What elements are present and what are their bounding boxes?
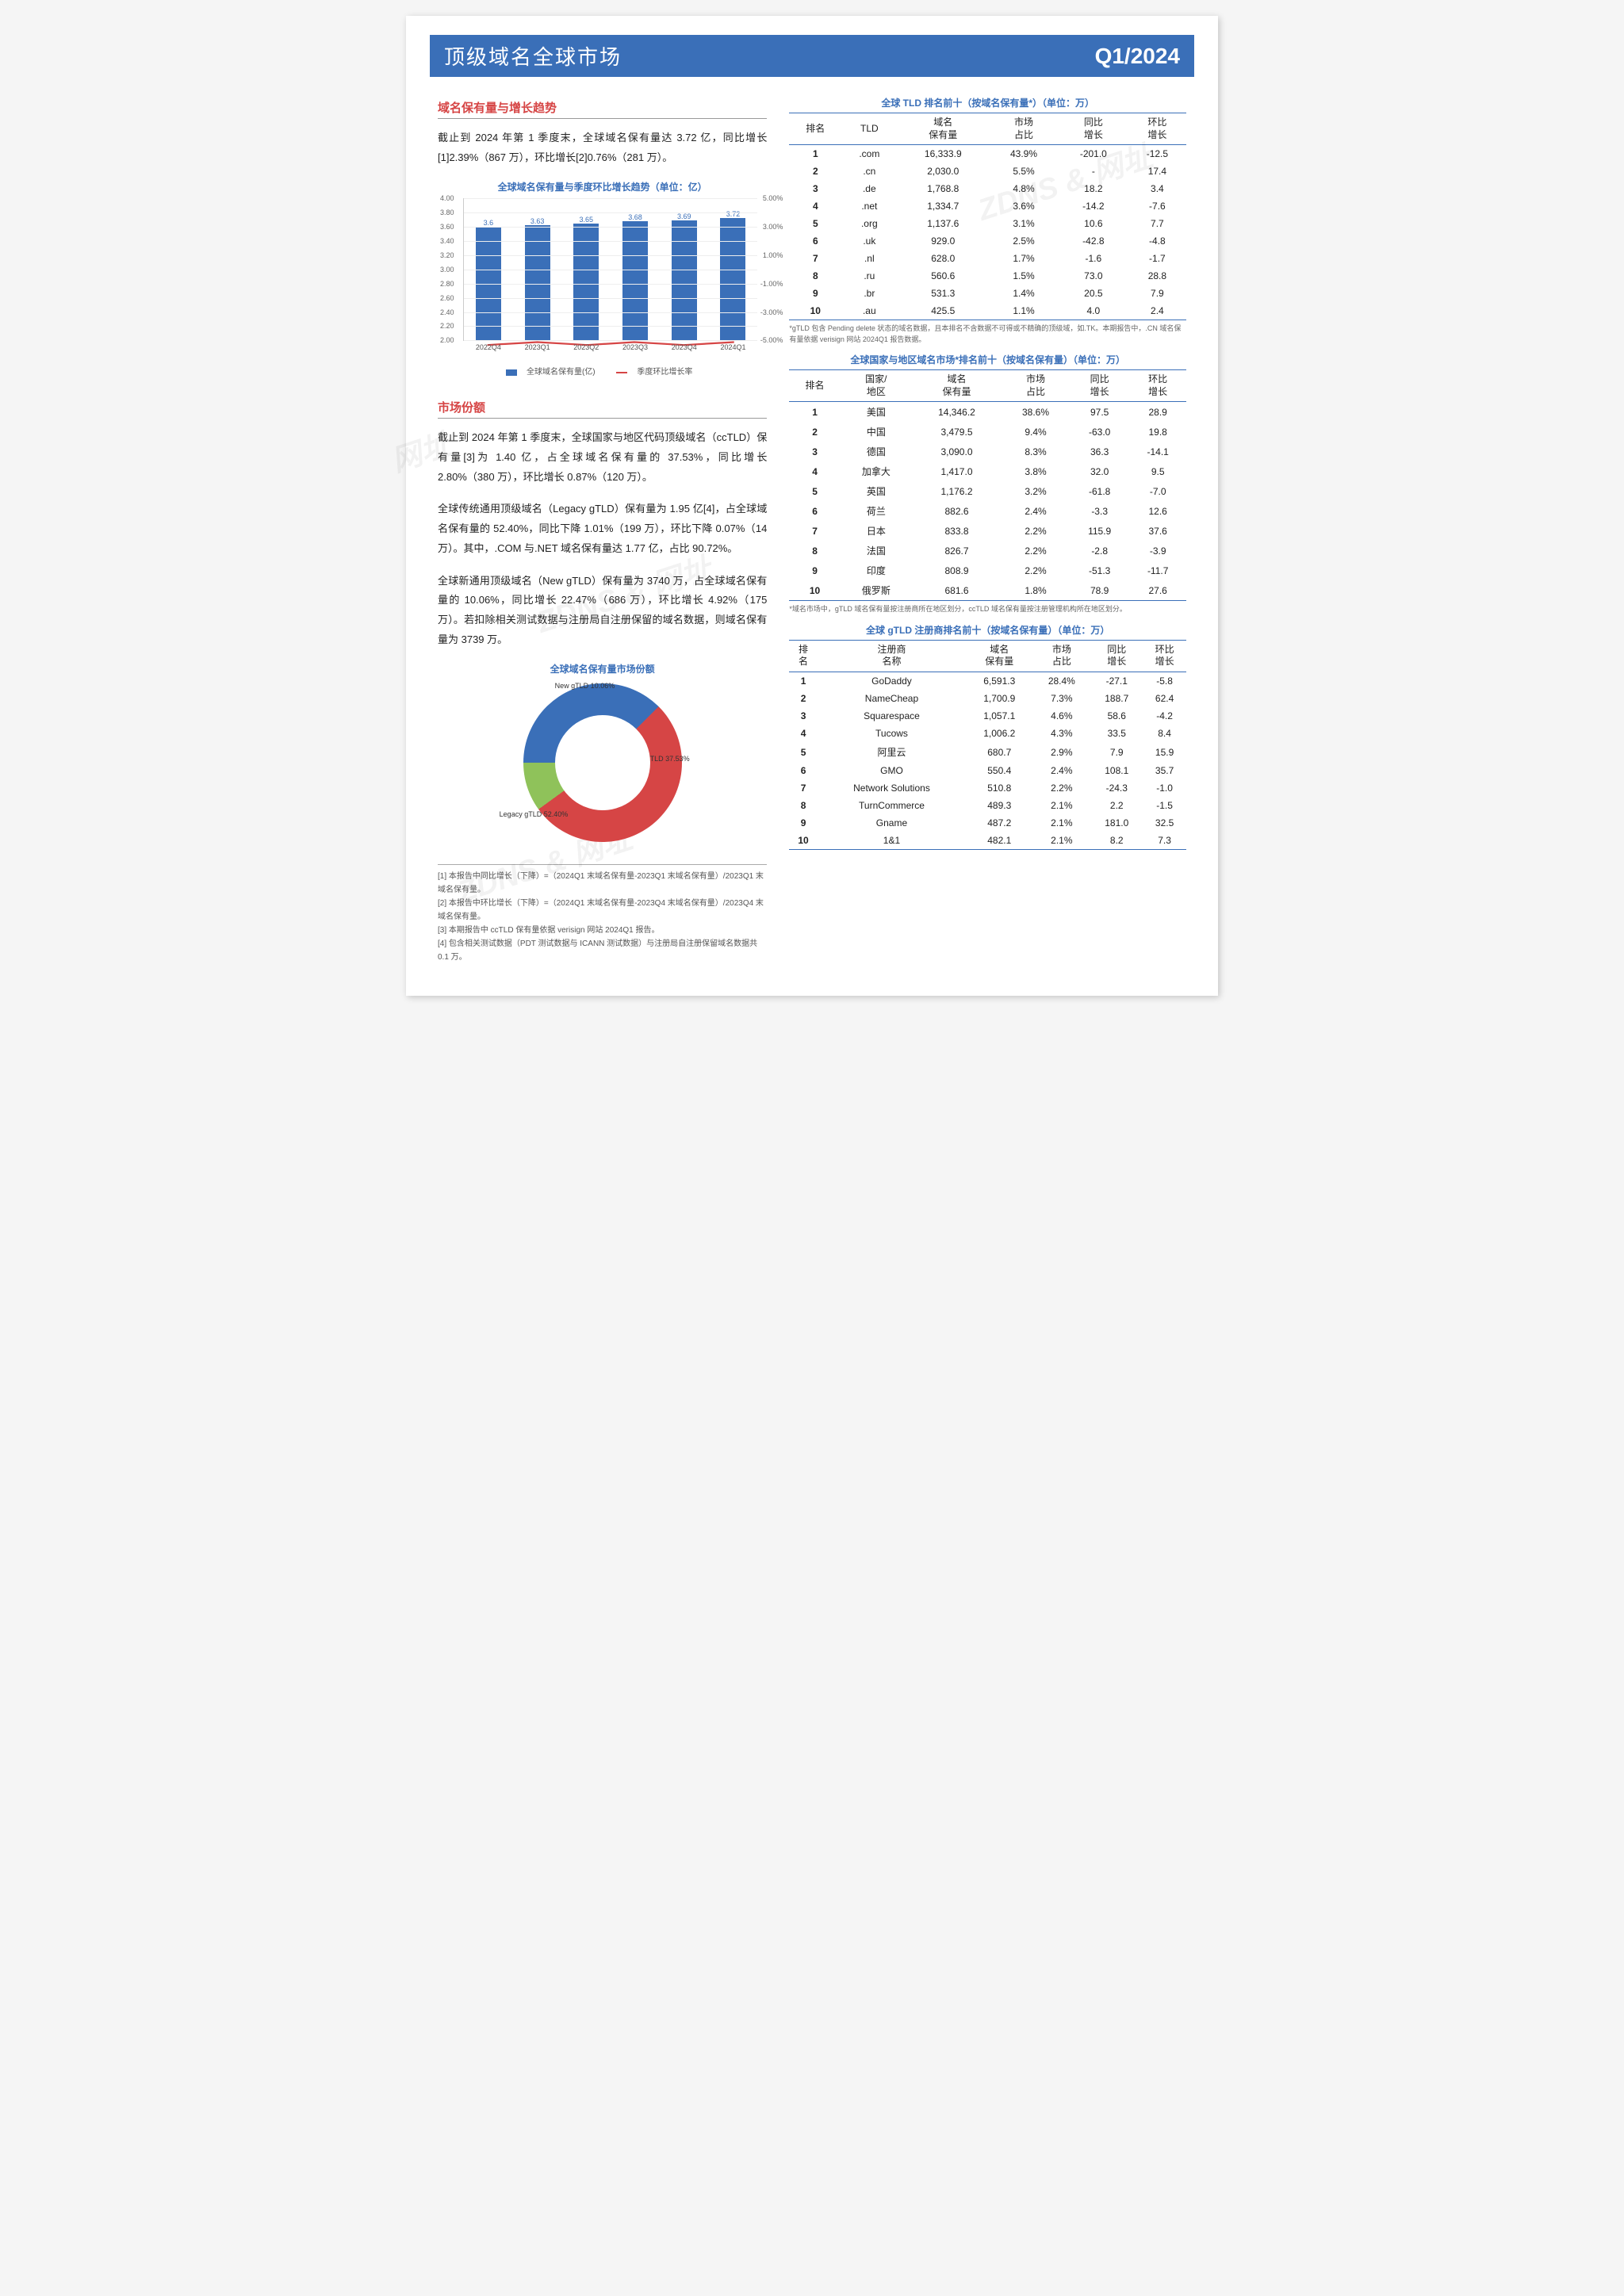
legend-b: 季度环比增长率: [637, 365, 692, 377]
donut-lbl-1: Legacy gTLD 52.40%: [500, 810, 569, 818]
chart1-title: 全球域名保有量与季度环比增长趋势（单位：亿）: [438, 180, 767, 193]
right-column: 全球 TLD 排名前十（按域名保有量*）（单位：万） 排名TLD域名保有量市场占…: [789, 91, 1186, 964]
left-column: 域名保有量与增长趋势 截止到 2024 年第 1 季度末，全球域名保有量达 3.…: [438, 91, 767, 964]
table-3: 排名注册商名称域名保有量市场占比同比增长环比增长1GoDaddy6,591.32…: [789, 640, 1186, 850]
period-label: Q1/2024: [1095, 44, 1180, 69]
table1-note: *gTLD 包含 Pending delete 状态的域名数据，且本排名不含数据…: [789, 323, 1186, 345]
columns: 域名保有量与增长趋势 截止到 2024 年第 1 季度末，全球域名保有量达 3.…: [438, 91, 1186, 964]
section-title-2: 市场份额: [438, 399, 767, 419]
legend-a: 全球域名保有量(亿): [527, 365, 596, 377]
header-bar: 顶级域名全球市场 Q1/2024: [430, 35, 1194, 77]
page: ZDNS & 网址 网址 ZDNS & 网址 ZDNS & 网址 顶级域名全球市…: [406, 16, 1218, 996]
table2-note: *域名市场中，gTLD 域名保有量按注册商所在地区划分，ccTLD 域名保有量按…: [789, 604, 1186, 615]
footnotes: [1] 本报告中同比增长（下降）=（2024Q1 末域名保有量-2023Q1 末…: [438, 864, 767, 964]
para-1: 截止到 2024 年第 1 季度末，全球域名保有量达 3.72 亿，同比增长[1…: [438, 128, 767, 167]
table1-title: 全球 TLD 排名前十（按域名保有量*）（单位：万）: [789, 96, 1186, 109]
para-4: 全球新通用顶级域名（New gTLD）保有量为 3740 万，占全球域名保有量的…: [438, 572, 767, 650]
donut-chart: ccTLD 37.53% Legacy gTLD 52.40% New gTLD…: [438, 683, 767, 842]
para-3: 全球传统通用顶级域名（Legacy gTLD）保有量为 1.95 亿[4]，占全…: [438, 499, 767, 558]
section-title-1: 域名保有量与增长趋势: [438, 99, 767, 119]
table-1: 排名TLD域名保有量市场占比同比增长环比增长1.com16,333.943.9%…: [789, 113, 1186, 320]
para-2: 截止到 2024 年第 1 季度末，全球国家与地区代码顶级域名（ccTLD）保有…: [438, 428, 767, 487]
chart1-legend: 全球域名保有量(亿) 季度环比增长率: [438, 365, 767, 377]
table2-title: 全球国家与地区域名市场*排名前十（按域名保有量）（单位：万）: [789, 353, 1186, 366]
table3-title: 全球 gTLD 注册商排名前十（按域名保有量）（单位：万）: [789, 623, 1186, 637]
table-2: 排名国家/地区域名保有量市场占比同比增长环比增长1美国14,346.238.6%…: [789, 369, 1186, 601]
donut-lbl-2: New gTLD 10.06%: [555, 682, 615, 690]
page-title: 顶级域名全球市场: [444, 41, 622, 71]
donut-lbl-0: ccTLD 37.53%: [643, 755, 690, 763]
bar-chart: 3.62022Q43.632023Q13.652023Q23.682023Q33…: [463, 198, 757, 341]
donut-title: 全球域名保有量市场份额: [438, 662, 767, 675]
